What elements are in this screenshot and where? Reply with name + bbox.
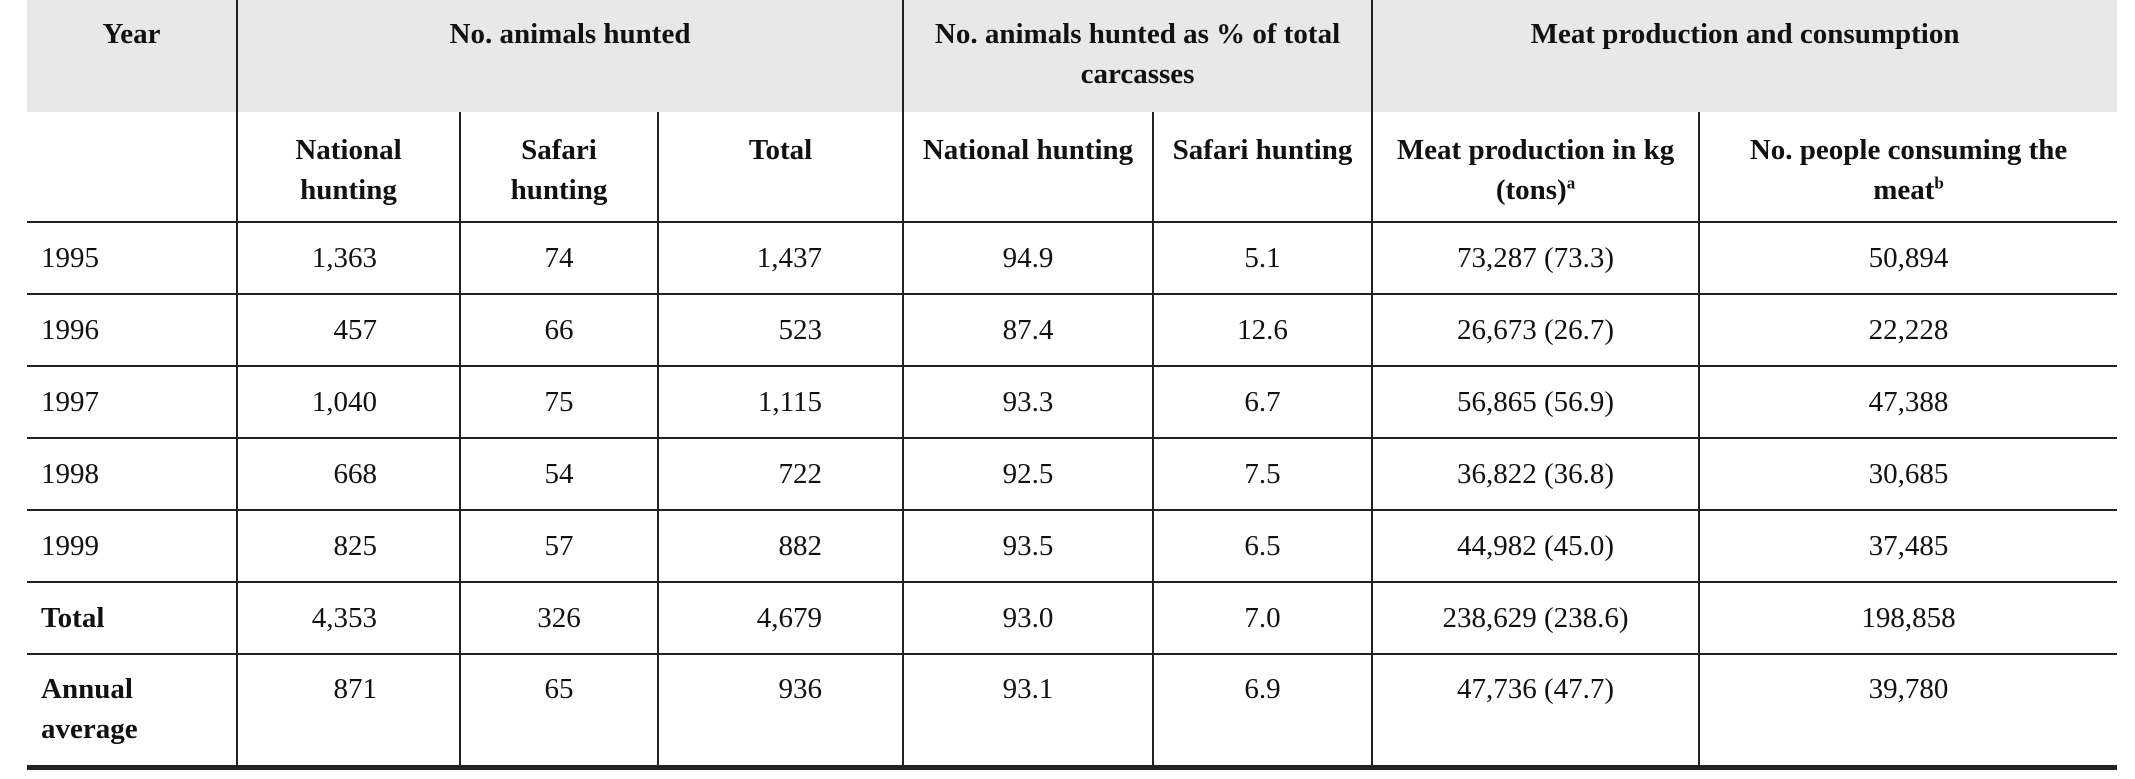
table-cell: 825 [236, 510, 460, 582]
table-cell: 523 [656, 294, 904, 366]
table-row: 1995 1,363 74 1,437 94.9 5.1 73,287 (73.3) 50,8… [27, 222, 2118, 294]
table-cell: 92.5 [902, 438, 1154, 510]
table-cell: 47,736 (47.7) [1371, 654, 1700, 767]
data-table: Year No. animals hunted No. animals hunt… [27, 0, 2118, 770]
table-cell: 47,388 [1698, 366, 2118, 438]
table-cell: 36,822 (36.8) [1371, 438, 1700, 510]
header-cell: National hunting [902, 112, 1154, 222]
header-text: Meat production in kg (tons) [1396, 134, 1675, 206]
table-body: 1995 1,363 74 1,437 94.9 5.1 73,287 (73.3) 50,8… [27, 222, 2118, 767]
table-cell: 7.0 [1152, 582, 1373, 654]
table-cell: 7.5 [1152, 438, 1373, 510]
table-cell: 1995 [41, 242, 99, 274]
table-cell: 238,629 (238.6) [1371, 582, 1700, 654]
header-cell: Meat production in kg (tons)a [1371, 112, 1700, 222]
table-cell: 1,115 [656, 366, 904, 438]
table-cell: 1998 [41, 458, 99, 490]
header-cell: No. people consuming the meatb [1698, 112, 2118, 222]
table-cell: 93.0 [902, 582, 1154, 654]
table-cell: 93.1 [902, 654, 1154, 767]
header-text: Safari hunting [1172, 134, 1353, 166]
table-cell: 1,040 [236, 366, 460, 438]
table-cell: 22,228 [1698, 294, 2118, 366]
table-cell: 93.5 [902, 510, 1154, 582]
table-row: 1999 825 57 882 93.5 6.5 44,982 (45.0) 37,485 [27, 510, 2118, 582]
header-cell: Safari hunting [459, 112, 658, 222]
group-header-row: Year No. animals hunted No. animals hunt… [27, 0, 2118, 112]
header-cell: No. animals hunted [235, 0, 904, 112]
table-cell: 6.7 [1152, 366, 1373, 438]
table-cell: 56,865 (56.9) [1371, 366, 1700, 438]
header-cell: National hunting [236, 112, 460, 222]
table-cell: 44,982 (45.0) [1371, 510, 1700, 582]
header-text: Total [748, 134, 813, 166]
header-text: National hunting [295, 134, 402, 206]
column-header-row: National hunting Safari hunting Total Natio… [27, 112, 2118, 222]
footnote-marker: b [1934, 173, 1944, 193]
table-row: 1997 1,040 75 1,115 93.3 6.7 56,865 (56.9) 47,3… [27, 366, 2118, 438]
table-cell: Total [41, 602, 105, 634]
header-cell [27, 112, 237, 222]
table-cell: 668 [236, 438, 460, 510]
table-cell: 198,858 [1698, 582, 2118, 654]
table-cell: 4,353 [236, 582, 460, 654]
table-cell: 39,780 [1698, 654, 2118, 767]
table-cell: 66 [459, 294, 658, 366]
header-text: Safari hunting [510, 134, 608, 206]
table-cell: 1999 [41, 530, 99, 562]
table-cell: 1,363 [236, 222, 460, 294]
table-row: Total 4,353 326 4,679 93.0 7.0 238,629 (238.6)… [27, 582, 2118, 654]
header-cell: Total [656, 112, 904, 222]
table-cell: Annual average [41, 673, 138, 745]
table-cell: 4,679 [656, 582, 904, 654]
table-cell: 871 [236, 654, 460, 767]
table-cell: 26,673 (26.7) [1371, 294, 1700, 366]
header-text: No. people consuming the meat [1749, 134, 2068, 206]
table-cell: 936 [656, 654, 904, 767]
table-row: 1996 457 66 523 87.4 12.6 26,673 (26.7) 22,228 [27, 294, 2118, 366]
header-cell: Safari hunting [1152, 112, 1373, 222]
table-cell: 94.9 [902, 222, 1154, 294]
table-row: Annual average 871 65 936 93.1 6.9 47,736 (47.… [27, 654, 2118, 767]
header-cell: Year [27, 0, 237, 112]
table-cell: 457 [236, 294, 460, 366]
table-cell: 882 [656, 510, 904, 582]
table-cell: 87.4 [902, 294, 1154, 366]
table-cell: 6.5 [1152, 510, 1373, 582]
table-cell: 12.6 [1152, 294, 1373, 366]
table-cell: 75 [459, 366, 658, 438]
table-cell: 57 [459, 510, 658, 582]
table-row: 1998 668 54 722 92.5 7.5 36,822 (36.8) 30,685 [27, 438, 2118, 510]
footnote-marker: a [1566, 173, 1576, 193]
table-cell: 37,485 [1698, 510, 2118, 582]
table-cell: 93.3 [902, 366, 1154, 438]
header-text: National hunting [922, 134, 1134, 166]
header-cell: No. animals hunted as % of total carcass… [902, 0, 1373, 112]
table-cell: 1997 [41, 386, 99, 418]
table-cell: 54 [459, 438, 658, 510]
table-cell: 1,437 [656, 222, 904, 294]
table-cell: 50,894 [1698, 222, 2118, 294]
table-cell: 5.1 [1152, 222, 1373, 294]
header-cell: Meat production and consumption [1371, 0, 2118, 112]
table-cell: 1996 [41, 314, 99, 346]
table-cell: 722 [656, 438, 904, 510]
table-cell: 74 [459, 222, 658, 294]
table-cell: 30,685 [1698, 438, 2118, 510]
table-cell: 326 [459, 582, 658, 654]
table-cell: 6.9 [1152, 654, 1373, 767]
table-cell: 65 [459, 654, 658, 767]
table-cell: 73,287 (73.3) [1371, 222, 1700, 294]
